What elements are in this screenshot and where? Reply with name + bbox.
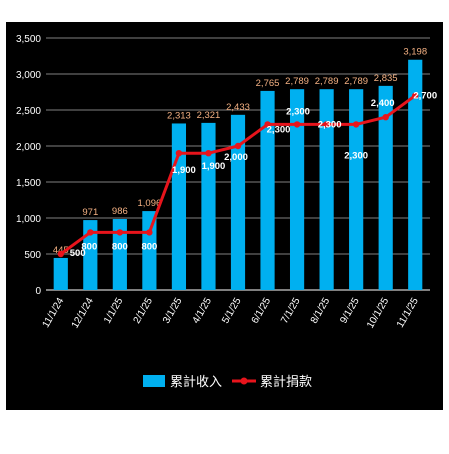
line-marker bbox=[323, 121, 330, 128]
bar bbox=[349, 89, 364, 290]
line-marker bbox=[175, 150, 183, 157]
line-data-label: 800 bbox=[112, 241, 128, 252]
bar bbox=[378, 85, 393, 290]
bar-data-label: 2,789 bbox=[315, 76, 339, 87]
chart-background bbox=[6, 22, 443, 410]
y-tick-label: 2,500 bbox=[16, 106, 41, 117]
legend-label: 累計捐款 bbox=[260, 374, 312, 389]
line-data-label: 2,000 bbox=[224, 152, 248, 163]
bar bbox=[289, 89, 305, 290]
bar bbox=[408, 59, 423, 290]
line-data-label: 500 bbox=[70, 248, 86, 259]
line-data-label: 2,300 bbox=[286, 106, 310, 117]
bar-data-label: 2,789 bbox=[285, 76, 309, 87]
line-data-label: 800 bbox=[141, 241, 157, 252]
y-tick-label: 1,000 bbox=[16, 214, 41, 225]
bar bbox=[319, 89, 334, 290]
y-tick-label: 2,000 bbox=[16, 142, 41, 153]
line-data-label: 2,300 bbox=[318, 119, 342, 130]
line-data-label: 1,900 bbox=[172, 165, 196, 176]
bar-data-label: 2,321 bbox=[197, 110, 221, 121]
line-marker bbox=[264, 121, 271, 128]
bar-data-label: 1,096 bbox=[137, 198, 161, 209]
y-tick-label: 3,000 bbox=[16, 70, 41, 81]
y-tick-label: 1,500 bbox=[16, 178, 41, 189]
line-marker bbox=[205, 150, 212, 157]
legend-swatch-marker bbox=[240, 377, 248, 385]
line-marker bbox=[293, 121, 301, 128]
line-data-label: 2,300 bbox=[344, 150, 368, 161]
bar bbox=[53, 257, 68, 290]
line-marker bbox=[116, 229, 124, 236]
bar bbox=[112, 219, 127, 290]
bar-data-label: 2,433 bbox=[226, 102, 250, 113]
legend-label: 累計收入 bbox=[170, 374, 222, 389]
bar bbox=[83, 220, 98, 290]
bar-data-label: 971 bbox=[82, 207, 98, 218]
line-marker bbox=[146, 229, 153, 236]
line-data-label: 800 bbox=[81, 241, 97, 252]
bar-data-label: 2,835 bbox=[374, 73, 398, 84]
line-series bbox=[57, 92, 419, 258]
bar-data-label: 445 bbox=[53, 245, 69, 256]
line-marker bbox=[412, 92, 419, 99]
line-data-label: 2,300 bbox=[267, 124, 291, 135]
line-marker bbox=[57, 250, 64, 258]
bar-data-label: 2,765 bbox=[256, 78, 280, 89]
bar-data-label: 3,198 bbox=[403, 47, 427, 58]
bar-data-label: 2,789 bbox=[344, 76, 368, 87]
line-data-label: 1,900 bbox=[202, 161, 226, 172]
bar bbox=[230, 114, 246, 290]
y-tick-label: 3,500 bbox=[16, 34, 41, 45]
bar bbox=[171, 123, 187, 291]
bar-data-label: 2,313 bbox=[167, 110, 191, 121]
legend: 累計收入 累計捐款 bbox=[143, 374, 312, 389]
line-data-label: 2,400 bbox=[371, 98, 395, 109]
line-marker bbox=[352, 121, 360, 128]
bar bbox=[201, 122, 216, 290]
line-marker bbox=[87, 229, 94, 236]
bar-data-label: 986 bbox=[112, 206, 128, 217]
y-tick-label: 0 bbox=[35, 286, 41, 297]
bar bbox=[142, 211, 157, 290]
bar bbox=[260, 90, 275, 290]
legend-swatch-bar bbox=[143, 375, 165, 387]
y-tick-label: 500 bbox=[24, 250, 41, 261]
line-data-label: 2,700 bbox=[413, 91, 437, 102]
line-marker bbox=[382, 114, 389, 121]
bar-series bbox=[53, 59, 423, 291]
line-marker bbox=[234, 142, 242, 150]
